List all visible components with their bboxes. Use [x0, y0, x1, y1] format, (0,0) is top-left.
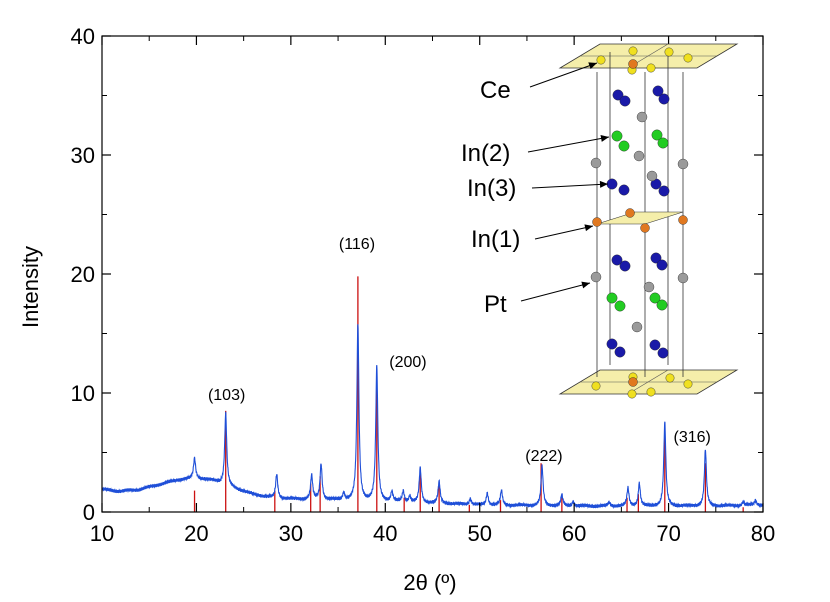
in2-atom — [651, 129, 663, 141]
x-tick-label: 70 — [656, 521, 680, 546]
inset-arrow-2 — [531, 183, 609, 189]
in2-atom — [606, 292, 618, 304]
inset-label-2: In(3) — [467, 175, 516, 202]
in1-atom — [625, 208, 635, 218]
in3-atom — [649, 339, 661, 351]
peak-annotation: (116) — [339, 236, 375, 253]
in2-atom — [656, 299, 668, 311]
x-tick-label: 10 — [90, 521, 114, 546]
in3-atom — [606, 338, 618, 350]
in3-atom — [658, 185, 670, 197]
peak-annotation: (103) — [208, 387, 245, 404]
plot-area — [102, 276, 763, 512]
in3-atom — [614, 346, 626, 358]
pt-atom — [646, 170, 658, 182]
inset-label-1: In(2) — [461, 140, 510, 167]
in1-atom — [628, 377, 638, 387]
inset-arrow-1 — [527, 136, 610, 153]
x-tick-label: 50 — [467, 521, 491, 546]
x-tick-label: 30 — [279, 521, 303, 546]
pt-atom — [677, 272, 689, 284]
bottom-plane-grid — [627, 369, 669, 395]
x-tick-label: 20 — [184, 521, 208, 546]
peak-annotation: (316) — [673, 429, 710, 446]
ce-atom — [591, 381, 601, 391]
pt-atom — [636, 111, 648, 123]
peak-annotation: (222) — [525, 448, 562, 465]
crystal-structure-inset: Ce In(2) In(3) In(1) Pt — [461, 43, 739, 399]
ce-atom — [665, 373, 675, 383]
inset-arrowhead-0 — [588, 62, 597, 69]
inset-arrowhead-2 — [599, 180, 608, 188]
inset-arrowhead-1 — [600, 135, 609, 142]
in3-atom — [652, 85, 664, 97]
ce-atom — [683, 53, 693, 63]
x-tick-label: 40 — [373, 521, 397, 546]
y-tick-label: 0 — [83, 500, 95, 525]
in1-atom — [640, 223, 650, 233]
pt-atom — [643, 281, 655, 293]
in2-atom — [657, 137, 669, 149]
pt-atom — [590, 157, 602, 169]
in3-atom — [658, 93, 670, 105]
in3-atom — [656, 259, 668, 271]
y-tick-label: 30 — [71, 143, 95, 168]
peak-annotation: (200) — [389, 354, 426, 371]
in3-atom — [619, 260, 631, 272]
ce-atom — [664, 47, 674, 57]
measured-pattern-line — [102, 324, 763, 510]
inset-label-4: Pt — [484, 291, 507, 318]
pt-atom — [677, 158, 689, 170]
pt-atom — [633, 150, 645, 162]
x-axis-title: 2θ (º) — [403, 570, 456, 595]
in3-atom — [650, 252, 662, 264]
inset-label-3: In(1) — [471, 226, 520, 253]
y-tick-label: 20 — [71, 262, 95, 287]
x-tick-label: 80 — [751, 521, 775, 546]
annotations: (103) (116) (200) (222) (316) — [208, 236, 711, 465]
in3-atom — [618, 184, 630, 196]
in2-atom — [618, 140, 630, 152]
ce-atom — [683, 379, 693, 389]
y-axis-title: Intensity — [18, 246, 43, 328]
y-tick-label: 40 — [71, 24, 95, 49]
middle-plane — [596, 211, 684, 225]
in3-atom — [657, 347, 669, 359]
in1-atom — [678, 215, 688, 225]
in2-atom — [614, 300, 626, 312]
pt-atom — [631, 321, 643, 333]
inset-arrow-0 — [529, 62, 598, 88]
pt-atom — [590, 271, 602, 283]
inset-label-0: Ce — [480, 77, 511, 104]
ce-atom — [646, 63, 656, 73]
in2-atom — [611, 130, 623, 142]
in2-atom — [649, 292, 661, 304]
x-tick-label: 60 — [562, 521, 586, 546]
in3-atom — [611, 254, 623, 266]
in3-atom — [606, 178, 618, 190]
in1-atom — [628, 59, 638, 69]
in3-atom — [619, 95, 631, 107]
inset-arrowhead-3 — [584, 224, 593, 232]
y-tick-label: 10 — [71, 381, 95, 406]
ce-atom — [628, 46, 638, 56]
in1-atom — [592, 217, 602, 227]
inset-arrow-4 — [520, 282, 591, 302]
ce-atom — [646, 387, 656, 397]
ce-atom — [596, 55, 606, 65]
inset-arrowhead-4 — [581, 281, 590, 289]
ce-atom — [627, 389, 637, 399]
in3-atom — [612, 89, 624, 101]
inset-arrow-3 — [534, 225, 594, 240]
